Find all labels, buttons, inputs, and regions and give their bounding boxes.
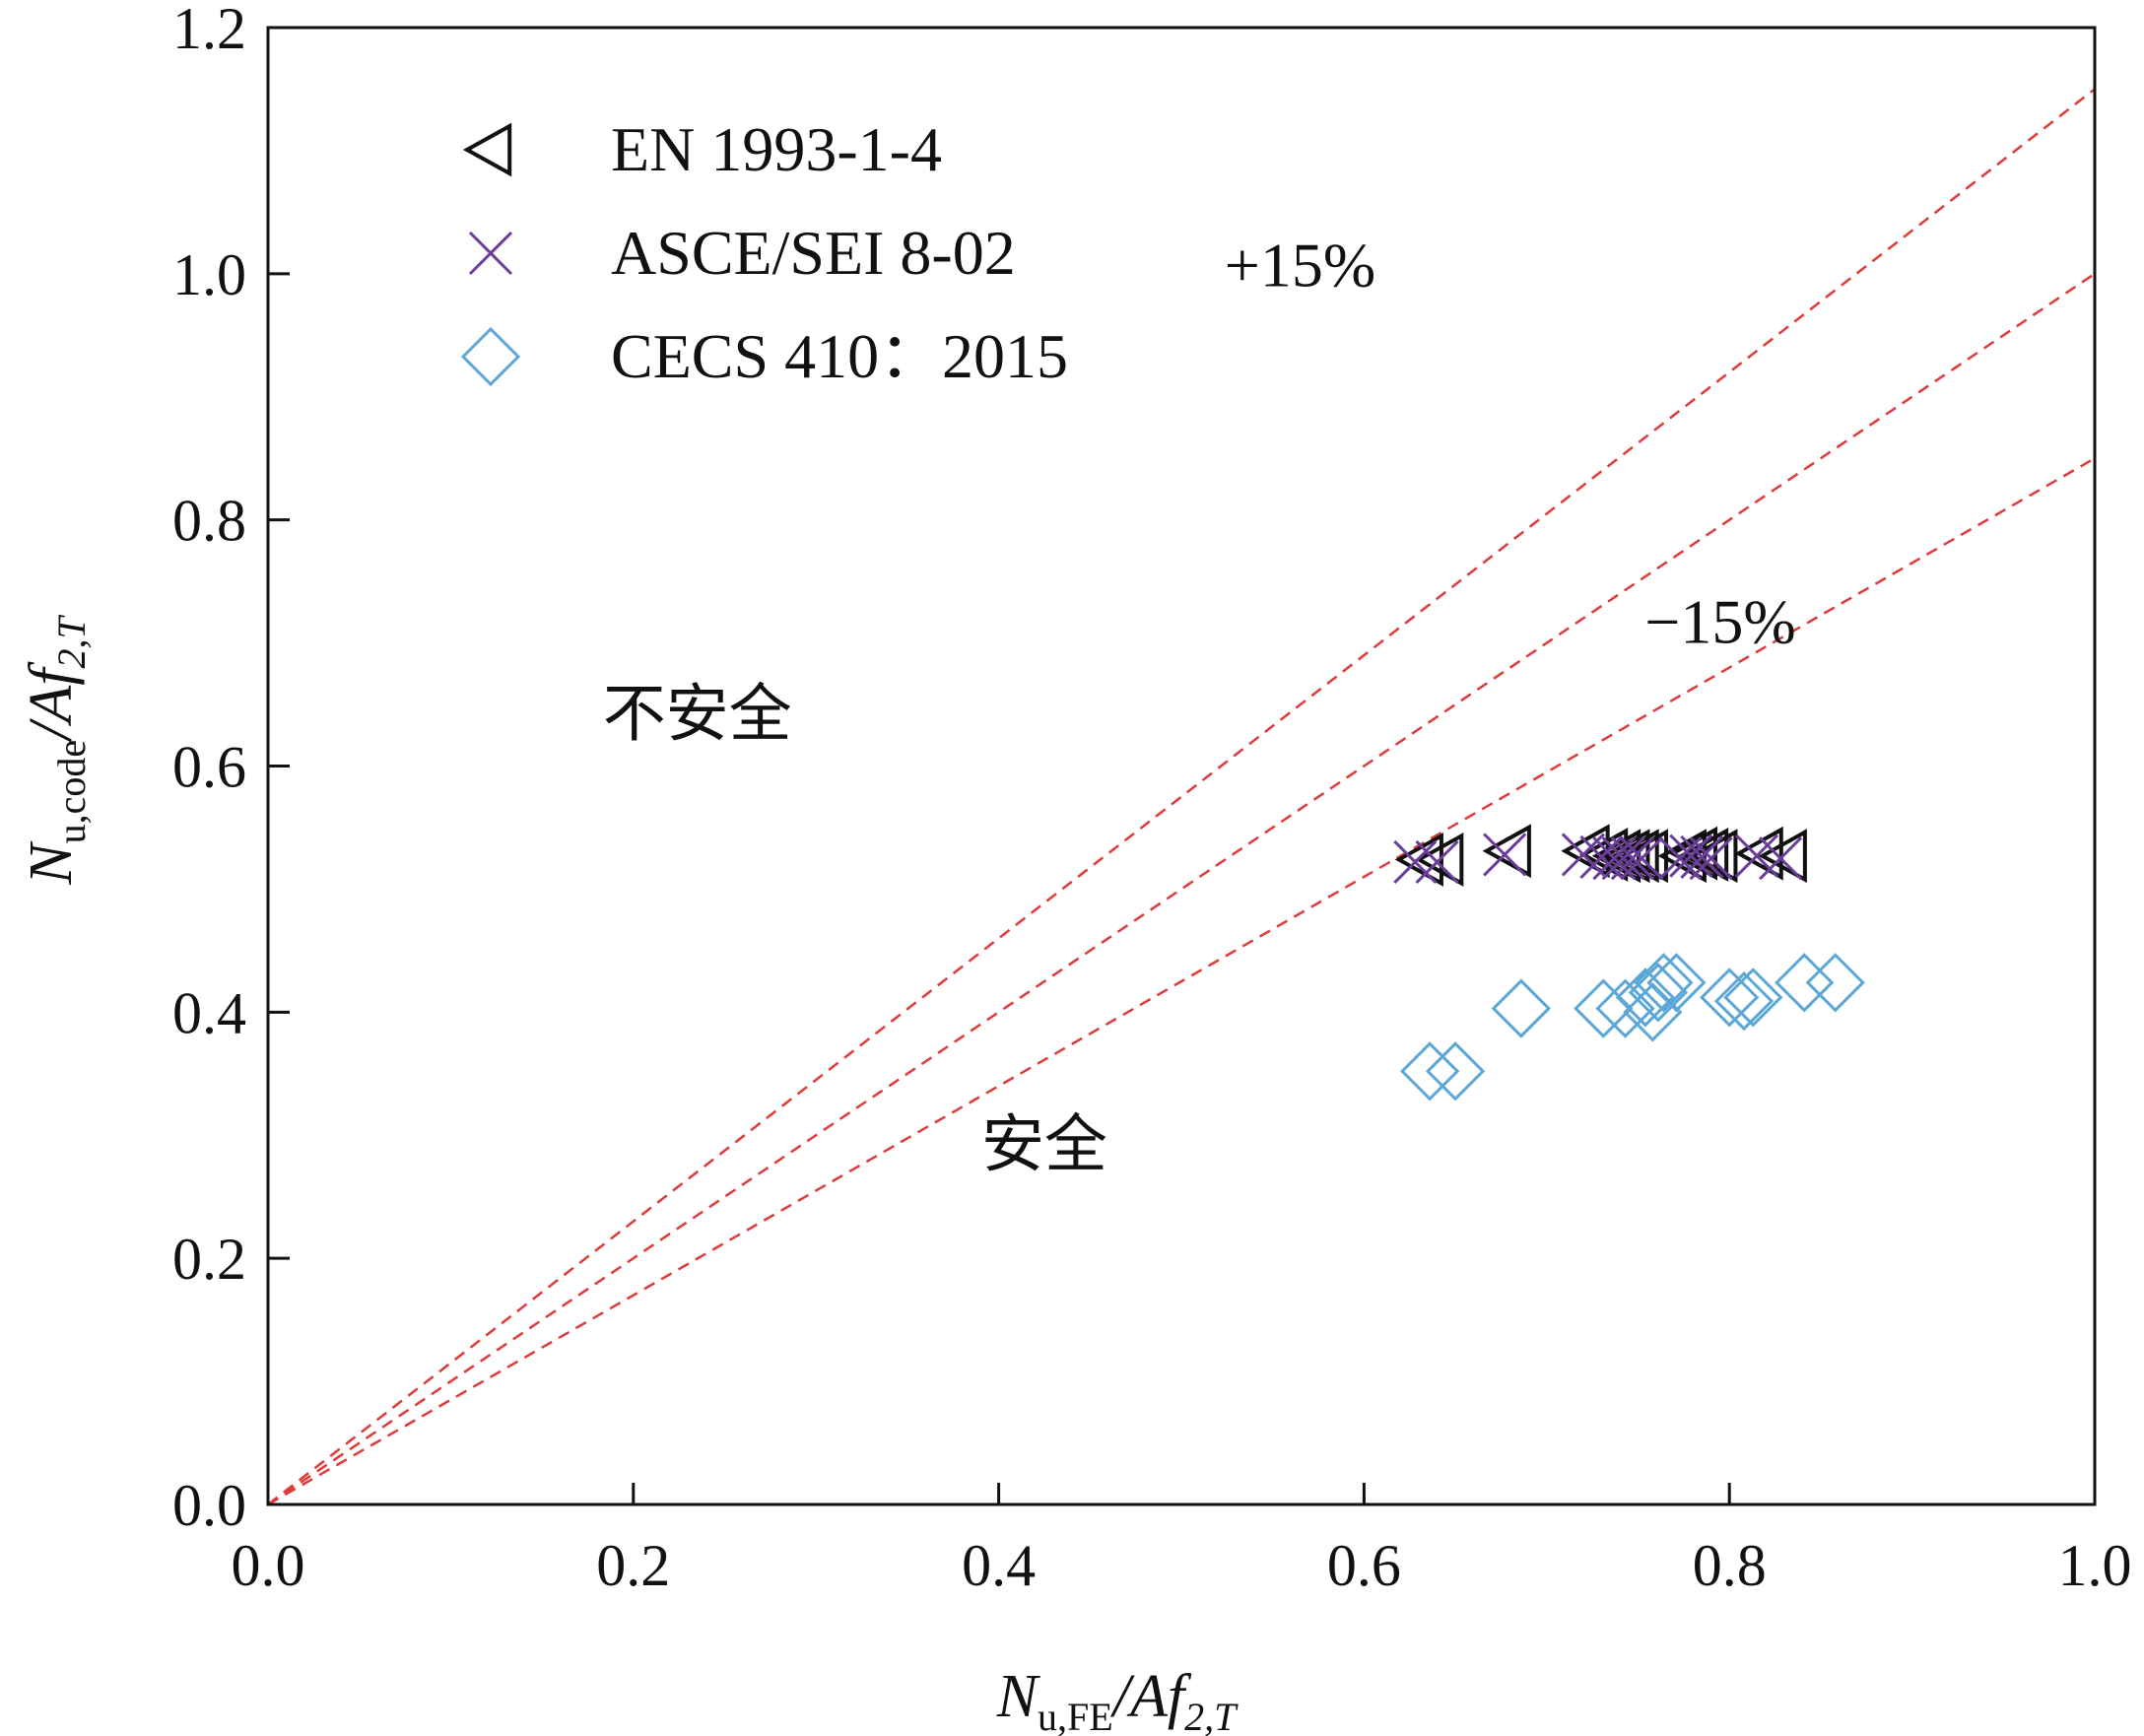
y-tick-label: 0.6 xyxy=(172,735,246,800)
x-label-sub2: 2,T xyxy=(1184,1695,1239,1736)
y-tick-label: 1.0 xyxy=(172,242,246,307)
legend-marker xyxy=(462,122,512,177)
data-point xyxy=(1713,970,1775,1032)
y-label-sub2: 2,T xyxy=(49,615,94,669)
data-point xyxy=(1758,829,1807,884)
data-point xyxy=(1759,836,1803,881)
data-point xyxy=(1658,836,1703,881)
y-label-sub: u,code xyxy=(49,740,94,844)
series-1 xyxy=(1393,833,1803,884)
data-point xyxy=(1805,953,1865,1013)
data-point xyxy=(1646,953,1707,1013)
y-tick-label: 0.0 xyxy=(172,1473,246,1538)
annotation-3: 安全 xyxy=(981,1109,1107,1179)
x-label-main: N xyxy=(996,1663,1041,1730)
y-label-main: N xyxy=(18,840,85,886)
data-point xyxy=(1700,968,1760,1028)
data-point xyxy=(1775,953,1835,1013)
data-point xyxy=(1595,978,1655,1038)
data-point xyxy=(1491,978,1551,1038)
annotation-1: −15% xyxy=(1644,587,1795,657)
data-point xyxy=(1482,824,1531,879)
y-tick-label: 0.8 xyxy=(172,489,246,554)
x-tick-label: 1.0 xyxy=(2058,1533,2132,1598)
data-point xyxy=(1689,836,1733,881)
data-point xyxy=(1425,1041,1486,1102)
legend-label: EN 1993-1-4 xyxy=(611,114,942,184)
data-point xyxy=(1723,968,1783,1028)
x-label-sub: u,FE xyxy=(1038,1695,1113,1736)
legend-marker xyxy=(468,231,513,276)
reference-line-1 xyxy=(267,272,2096,1506)
legend-label: ASCE/SEI 8-02 xyxy=(611,218,1016,288)
data-point xyxy=(1734,826,1783,881)
series-2 xyxy=(1400,953,1865,1102)
x-tick-label: 0.0 xyxy=(232,1533,305,1598)
data-point xyxy=(1574,978,1634,1038)
x-tick-label: 0.6 xyxy=(1327,1533,1401,1598)
y-tick-label: 0.4 xyxy=(172,980,246,1045)
data-point xyxy=(1400,1041,1460,1102)
tick-labels: 0.0 0.2 0.4 0.6 0.8 1.0 0.0 0.2 0.4 0.6 0.8 1.0 1.2 xyxy=(172,0,2132,1598)
y-label-mid: /Af xyxy=(18,661,85,743)
data-point xyxy=(1610,836,1654,881)
data-point xyxy=(1415,833,1464,887)
data-point xyxy=(1579,835,1624,879)
data-point xyxy=(1601,836,1645,881)
legend-label: CECS 410：2015 xyxy=(611,321,1068,391)
axis-ticks xyxy=(268,272,1731,1504)
data-point xyxy=(1669,834,1713,878)
y-axis-label: Nu,code/Af2,T xyxy=(18,615,94,886)
annotation-2: 不安全 xyxy=(603,679,792,749)
x-tick-label: 0.2 xyxy=(596,1533,670,1598)
annotation-0: +15% xyxy=(1225,230,1375,300)
legend-marker xyxy=(460,326,521,387)
data-point xyxy=(1634,953,1694,1013)
reference-lines xyxy=(267,88,2096,1506)
y-tick-label: 1.2 xyxy=(172,0,246,61)
data-point xyxy=(1615,968,1676,1028)
data-point xyxy=(1680,835,1724,879)
data-point xyxy=(1415,839,1459,884)
x-tick-label: 0.4 xyxy=(962,1533,1036,1598)
y-tick-label: 0.2 xyxy=(172,1227,246,1292)
x-tick-label: 0.8 xyxy=(1693,1533,1767,1598)
x-axis-label: Nu,FE/Af2,T xyxy=(996,1663,1239,1736)
data-point xyxy=(1628,963,1689,1023)
data-point xyxy=(1620,836,1664,881)
x-label-mid: /Af xyxy=(1110,1663,1192,1730)
legend: EN 1993-1-4 ASCE/SEI 8-02 CECS 410：2015 xyxy=(460,114,1068,391)
data-point xyxy=(1483,833,1527,877)
plot-frame xyxy=(266,26,2097,1506)
reference-line-0 xyxy=(267,88,2096,1505)
data-point xyxy=(1393,839,1438,884)
reference-line-2 xyxy=(267,457,2096,1506)
data-series xyxy=(1393,824,1865,1102)
